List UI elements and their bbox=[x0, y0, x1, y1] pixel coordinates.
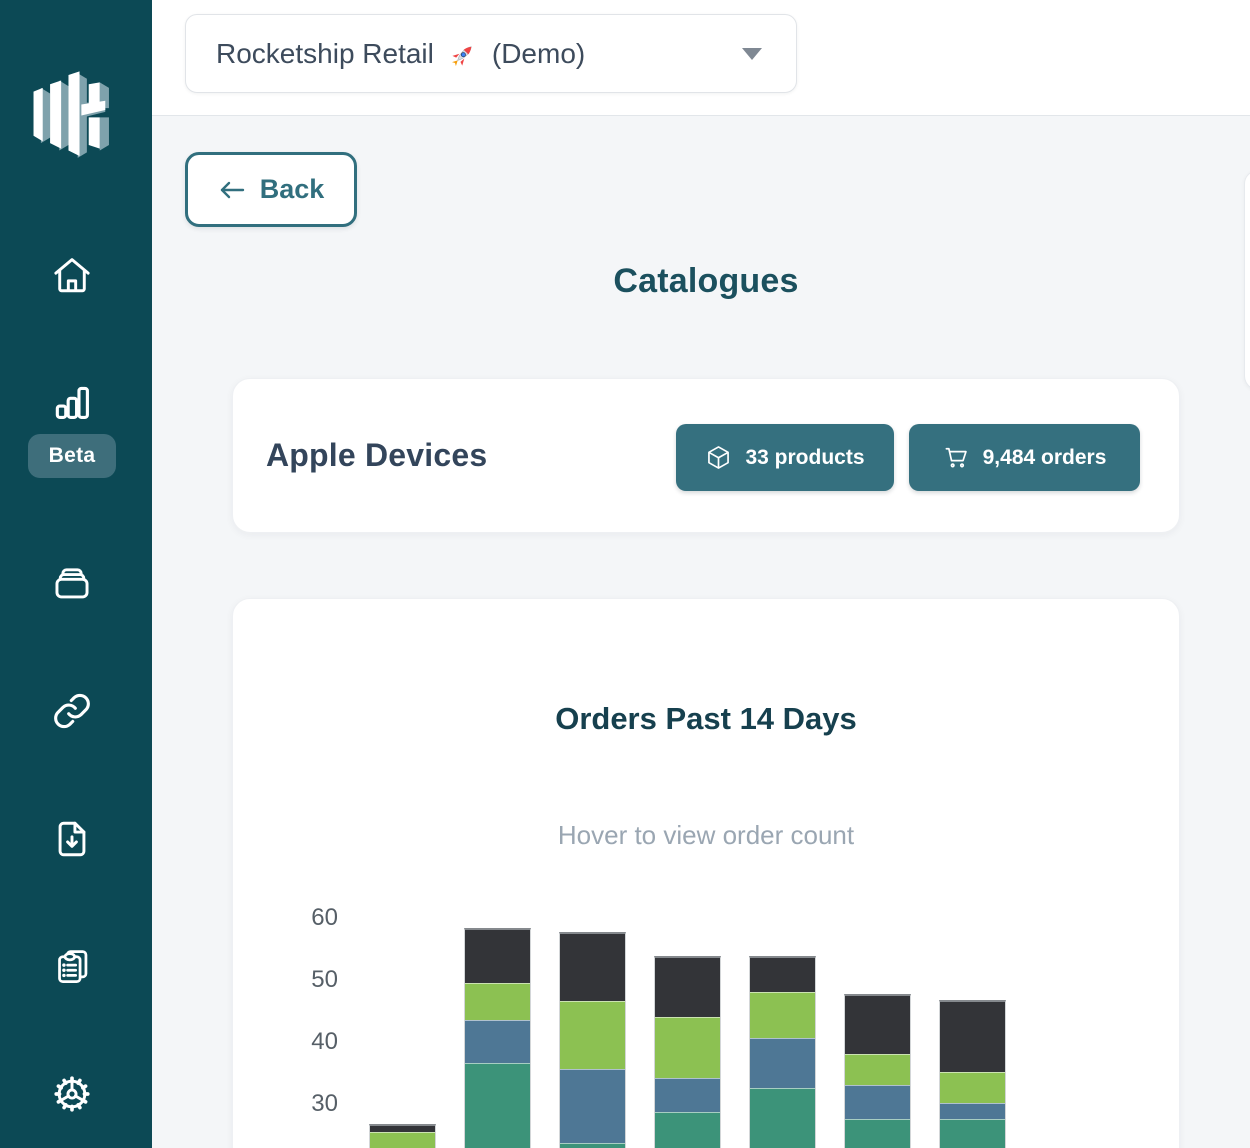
right-edge-peek-panel[interactable] bbox=[1244, 170, 1250, 390]
orders-count-label: 9,484 orders bbox=[982, 445, 1107, 469]
chevron-down-icon bbox=[742, 47, 762, 60]
chart-title: Orders Past 14 Days bbox=[555, 701, 857, 736]
workspace-selector[interactable]: Rocketship Retail (Demo) bbox=[185, 14, 797, 93]
chart-bar[interactable] bbox=[464, 928, 531, 1148]
chart-bar-segment-teal[interactable] bbox=[560, 1143, 625, 1148]
orders-chart-card: Orders Past 14 Days Hover to view order … bbox=[232, 598, 1180, 1148]
arrow-left-icon bbox=[220, 181, 244, 198]
sidebar-item-catalogues[interactable] bbox=[50, 561, 94, 605]
products-count-badge[interactable]: 33 products bbox=[676, 424, 894, 491]
chart-bar-segment-green[interactable] bbox=[370, 1131, 435, 1148]
bar-chart-icon bbox=[55, 386, 89, 419]
chart-bar-segment-green[interactable] bbox=[465, 982, 530, 1020]
chart-bar-segment-blue[interactable] bbox=[655, 1078, 720, 1113]
chart-bar-segment-blue[interactable] bbox=[940, 1103, 1005, 1119]
workspace-name: Rocketship Retail bbox=[216, 37, 434, 69]
chart-bar[interactable] bbox=[939, 999, 1006, 1148]
archive-box-icon bbox=[55, 568, 89, 599]
chart-bar-segment-teal[interactable] bbox=[655, 1112, 720, 1148]
chart-bar-segment-dark[interactable] bbox=[845, 995, 910, 1054]
chart-bar-segment-dark[interactable] bbox=[465, 930, 530, 983]
y-axis-tick-label: 50 bbox=[311, 966, 338, 993]
shopping-cart-icon bbox=[945, 447, 967, 468]
chart-bar-segment-green[interactable] bbox=[845, 1053, 910, 1085]
y-axis-tick-label: 30 bbox=[311, 1090, 338, 1117]
chart-bar[interactable] bbox=[749, 956, 816, 1148]
workspace-suffix: (Demo) bbox=[491, 37, 586, 69]
chart-bar-segment-blue[interactable] bbox=[560, 1069, 625, 1144]
sidebar: Beta bbox=[0, 0, 152, 1148]
sidebar-item-links[interactable] bbox=[50, 689, 94, 733]
chart-bar-segment-teal[interactable] bbox=[750, 1087, 815, 1148]
chart-bar-segment-blue[interactable] bbox=[845, 1084, 910, 1119]
sidebar-item-home[interactable] bbox=[50, 253, 94, 297]
rocket-emoji-icon bbox=[451, 45, 472, 66]
beta-badge: Beta bbox=[28, 434, 116, 478]
chart-bar[interactable] bbox=[559, 931, 626, 1148]
settings-gear-icon bbox=[54, 1076, 90, 1112]
y-axis-tick-label: 60 bbox=[311, 904, 338, 931]
sidebar-item-settings[interactable] bbox=[50, 1072, 94, 1116]
chart-bar-segment-dark[interactable] bbox=[655, 958, 720, 1017]
chart-bar[interactable] bbox=[654, 956, 721, 1148]
app-logo bbox=[33, 71, 109, 158]
chart-bar-segment-blue[interactable] bbox=[750, 1038, 815, 1088]
home-icon bbox=[54, 258, 90, 293]
chart-bar[interactable] bbox=[369, 1123, 436, 1148]
back-button[interactable]: Back bbox=[185, 152, 357, 227]
package-cube-icon bbox=[708, 446, 730, 469]
link-icon bbox=[54, 693, 90, 729]
products-count-label: 33 products bbox=[745, 445, 865, 469]
page-title: Catalogues bbox=[613, 262, 799, 300]
chart-bar-segment-dark[interactable] bbox=[560, 933, 625, 1002]
back-button-label: Back bbox=[259, 174, 325, 204]
y-axis-tick-label: 40 bbox=[311, 1028, 338, 1055]
sidebar-item-reports[interactable] bbox=[50, 945, 94, 989]
chart-bar-segment-dark[interactable] bbox=[940, 1001, 1005, 1073]
chart-bar-segment-green[interactable] bbox=[655, 1016, 720, 1079]
catalogue-card[interactable]: Apple Devices 33 products 9,484 orders bbox=[232, 378, 1180, 533]
chart-bar-segment-dark[interactable] bbox=[370, 1125, 435, 1132]
chart-bar-segment-teal[interactable] bbox=[845, 1118, 910, 1148]
chart-bar-segment-blue[interactable] bbox=[465, 1019, 530, 1063]
chart-bar[interactable] bbox=[844, 993, 911, 1148]
chart-bar-segment-green[interactable] bbox=[750, 992, 815, 1039]
sidebar-item-exports[interactable] bbox=[50, 817, 94, 861]
orders-count-badge[interactable]: 9,484 orders bbox=[909, 424, 1140, 491]
chart-bar-segment-teal[interactable] bbox=[940, 1118, 1005, 1148]
file-download-icon bbox=[58, 821, 86, 857]
chart-bar-segment-green[interactable] bbox=[560, 1001, 625, 1070]
chart-bar-segment-dark[interactable] bbox=[750, 958, 815, 993]
sidebar-item-analytics[interactable] bbox=[50, 380, 94, 424]
clipboard-list-icon bbox=[58, 950, 88, 984]
chart-bar-segment-green[interactable] bbox=[940, 1072, 1005, 1104]
chart-bar-segment-teal[interactable] bbox=[465, 1062, 530, 1148]
chart-subtitle: Hover to view order count bbox=[557, 820, 855, 850]
catalogue-name: Apple Devices bbox=[266, 437, 488, 473]
